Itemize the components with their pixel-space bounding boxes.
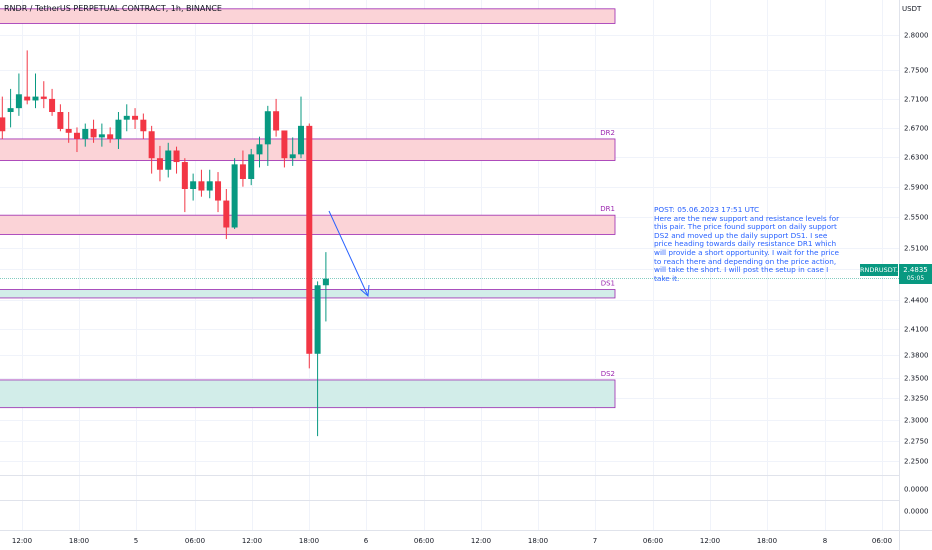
y-tick-label: 2.2750 — [904, 438, 929, 446]
x-tick-label: 12:00 — [242, 537, 262, 545]
chart-title: RNDR / TetherUS PERPETUAL CONTRACT, 1h, … — [4, 4, 222, 13]
candle-body — [198, 181, 205, 191]
y-tick-label: 2.6700 — [904, 125, 929, 133]
candle-body — [7, 108, 14, 112]
candle-body — [123, 115, 130, 120]
y-tick-label: 2.3800 — [904, 352, 929, 360]
candle-body — [115, 119, 122, 139]
candle-body — [0, 117, 6, 132]
candle-body — [322, 278, 329, 286]
candle-body — [206, 181, 213, 191]
candle-body — [82, 128, 89, 139]
candle-body — [281, 130, 288, 159]
bar-countdown: 05:05 — [906, 275, 925, 282]
candle-body — [40, 96, 47, 99]
candle-body — [289, 154, 296, 159]
candle-body — [181, 162, 188, 189]
zone-label: DS1 — [601, 279, 615, 287]
x-tick-label: 06:00 — [185, 537, 205, 545]
y-tick-label: 2.5100 — [904, 245, 929, 253]
current-price-badge: 2.4835 05:05 — [899, 264, 932, 284]
y-tick-label: 2.5500 — [904, 214, 929, 222]
x-tick-label: 7 — [593, 537, 597, 545]
y-tick-label: 2.5900 — [904, 184, 929, 192]
y-tick-label: 2.4400 — [904, 297, 929, 305]
time-axis[interactable]: 12:00 18:00 5 06:00 12:00 18:00 6 06:00 12:00 18:… — [12, 537, 892, 545]
x-tick-label: 12:00 — [700, 537, 720, 545]
analysis-note: POST: 05.06.2023 17:51 UTC Here are the … — [654, 205, 844, 283]
candle-body — [256, 144, 263, 155]
currency-label: USDT — [902, 5, 922, 13]
y-tick-label: 2.7500 — [904, 67, 929, 75]
x-tick-label: 06:00 — [414, 537, 434, 545]
candle-body — [314, 285, 321, 354]
y-tick-label: 2.8000 — [904, 32, 929, 40]
x-tick-label: 6 — [364, 537, 369, 545]
candle-body — [239, 164, 246, 179]
candle-body — [223, 200, 230, 228]
x-tick-label: 18:00 — [69, 537, 89, 545]
arrow-shaft — [328, 210, 369, 297]
current-price-value: 2.4835 — [903, 266, 928, 274]
candle-body — [132, 115, 139, 120]
candle-body — [107, 134, 114, 139]
candle-body — [306, 125, 313, 354]
x-tick-label: 12:00 — [471, 537, 491, 545]
price-axis[interactable]: 2.8000 2.7500 2.7100 2.6700 2.6300 2.5900 2.55… — [904, 32, 929, 516]
zone-label: DS2 — [601, 370, 615, 378]
x-tick-label: 06:00 — [872, 537, 892, 545]
candle-body — [231, 164, 238, 228]
zone-top — [0, 8, 616, 24]
x-tick-label: 06:00 — [643, 537, 663, 545]
candle-body — [165, 150, 172, 170]
candle-body — [215, 181, 222, 201]
x-tick-label: 12:00 — [12, 537, 32, 545]
symbol-tag: RNDRUSDT.P — [860, 264, 902, 276]
x-tick-label: 18:00 — [757, 537, 777, 545]
grid-lines — [0, 0, 899, 530]
candle-body — [15, 94, 22, 109]
x-tick-label: 18:00 — [528, 537, 548, 545]
y-tick-label: 2.2500 — [904, 458, 929, 466]
candle-body — [148, 131, 155, 159]
y-tick-label-lower: 0.0000 — [904, 486, 929, 494]
candle-body — [156, 158, 163, 170]
y-tick-label: 2.6300 — [904, 154, 929, 162]
y-tick-label: 2.3250 — [904, 395, 929, 403]
candle-body — [248, 154, 255, 179]
candle-body — [57, 112, 64, 129]
x-tick-label: 8 — [823, 537, 827, 545]
arrow-head — [359, 284, 370, 298]
y-tick-label: 2.3000 — [904, 417, 929, 425]
y-tick-label: 2.3500 — [904, 375, 929, 383]
candle-body — [264, 111, 271, 145]
candlestick-series — [0, 50, 329, 437]
zone-label: DR2 — [600, 129, 615, 137]
projection-arrow — [328, 210, 370, 298]
candle-body — [32, 96, 39, 101]
x-tick-label: 18:00 — [299, 537, 319, 545]
candle-body — [98, 134, 105, 138]
y-tick-label-lower: 0.0000 — [904, 508, 929, 516]
y-tick-label: 2.4100 — [904, 326, 929, 334]
candle-body — [49, 98, 56, 112]
x-tick-label: 5 — [134, 537, 138, 545]
candle-body — [273, 111, 280, 131]
candle-body — [190, 181, 197, 189]
zone-label: DR1 — [600, 205, 615, 213]
candle-body — [90, 128, 97, 138]
candle-body — [140, 119, 147, 132]
zone-ds2 — [0, 379, 616, 409]
candle-body — [65, 128, 72, 133]
candle-body — [73, 132, 80, 139]
y-tick-label: 2.7100 — [904, 96, 929, 104]
analysis-note-text: POST: 05.06.2023 17:51 UTC Here are the … — [654, 205, 840, 283]
candle-body — [173, 150, 180, 163]
candle-body — [24, 96, 31, 101]
candle-body — [297, 125, 304, 155]
